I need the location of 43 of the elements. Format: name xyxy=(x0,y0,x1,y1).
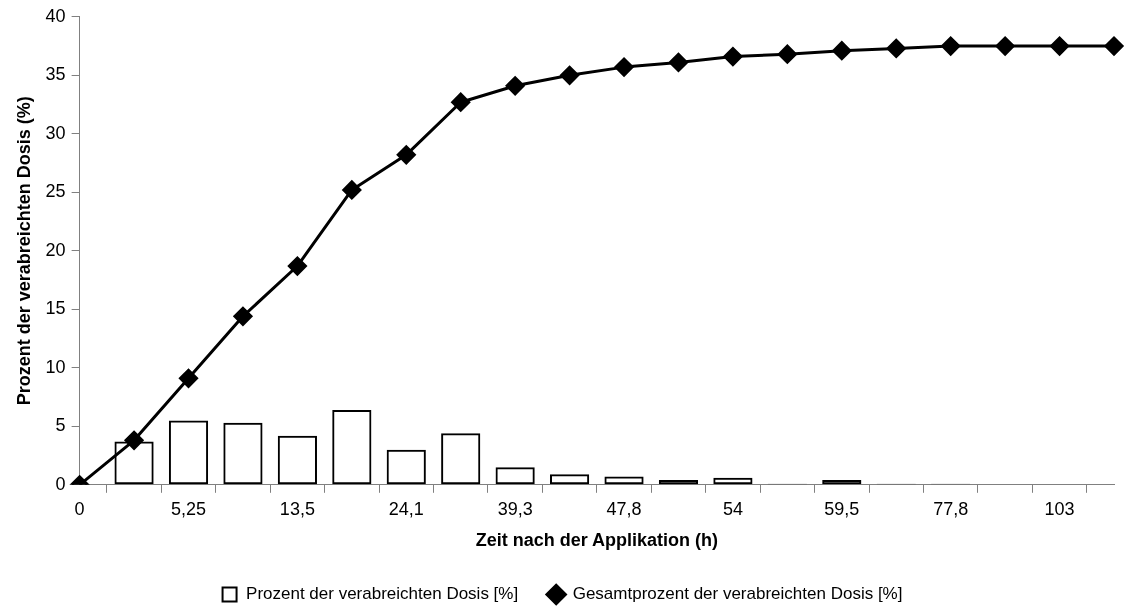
y-tick-label: 15 xyxy=(45,298,66,319)
point xyxy=(1050,36,1070,56)
x-tick-label: 24,1 xyxy=(388,498,424,519)
point xyxy=(614,57,634,77)
y-tick-label: 5 xyxy=(55,415,66,436)
point xyxy=(396,145,416,165)
bar xyxy=(658,480,699,485)
point xyxy=(723,47,743,67)
x-tick-label: 13,5 xyxy=(279,498,315,519)
legend-label: Gesamtprozent der verabreichten Dosis [%] xyxy=(572,584,903,604)
point xyxy=(668,52,688,72)
y-tick-label: 25 xyxy=(45,181,66,202)
y-tick-label: 30 xyxy=(45,122,66,143)
y-tick-label: 35 xyxy=(45,64,66,85)
x-tick-label: 39,3 xyxy=(497,498,533,519)
point xyxy=(179,368,198,388)
x-tick-label: 5,25 xyxy=(170,498,207,519)
x-tick-label: 0 xyxy=(74,498,85,519)
y-tick-label: 40 xyxy=(45,5,66,26)
point xyxy=(1104,36,1124,56)
x-axis-title: Zeit nach der Applikation (h) xyxy=(475,530,718,551)
point xyxy=(832,41,852,61)
y-tick-label: 20 xyxy=(45,239,66,260)
point xyxy=(505,76,525,96)
point xyxy=(886,38,906,58)
x-tick-label: 59,5 xyxy=(824,498,860,519)
y-tick-label: 10 xyxy=(45,356,66,377)
point xyxy=(560,65,580,85)
legend-label: Prozent der verabreichten Dosis [%] xyxy=(246,584,519,604)
point xyxy=(451,92,471,112)
point xyxy=(124,430,144,450)
point xyxy=(233,306,253,326)
x-tick-label: 54 xyxy=(722,498,743,519)
point xyxy=(777,44,797,64)
point xyxy=(287,256,307,276)
x-tick-label: 103 xyxy=(1044,498,1075,519)
x-tick-label: 47,8 xyxy=(606,498,642,519)
y-axis-title: Prozent der verabreichten Dosis (%) xyxy=(13,96,34,406)
y-tick-label: 0 xyxy=(55,473,66,494)
point xyxy=(941,36,961,56)
point xyxy=(995,36,1015,56)
point xyxy=(342,180,362,200)
x-tick-label: 77,8 xyxy=(933,498,969,519)
